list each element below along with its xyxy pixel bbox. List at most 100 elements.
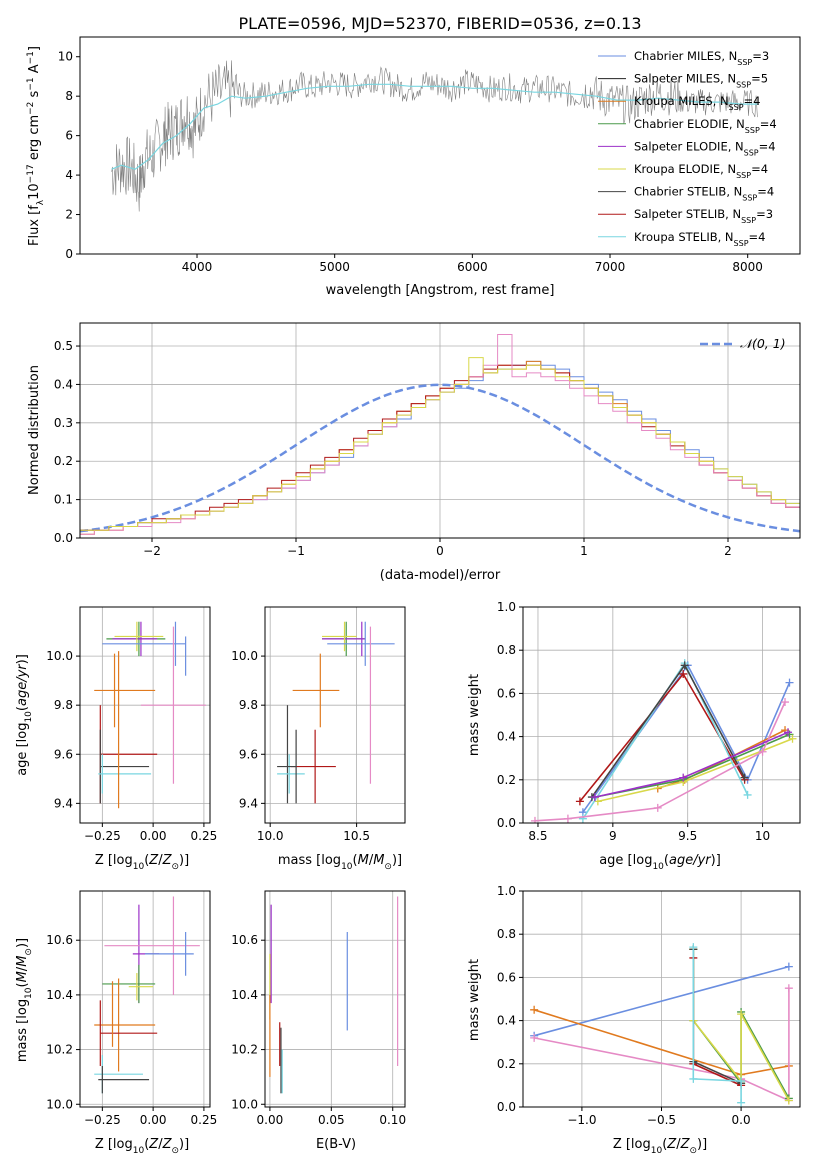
y-axis-label: Normed distribution bbox=[27, 365, 42, 495]
axes-frame bbox=[264, 890, 406, 1108]
plot-area bbox=[94, 896, 200, 1094]
y-tick-label: 0.8 bbox=[497, 927, 516, 941]
x-axis-label: (data-model)/error bbox=[380, 568, 501, 583]
x-tick-label: −2 bbox=[143, 544, 161, 558]
panel-weight-vs-age: 8.5 9 9.5 10 0.0 0.2 0.4 0.6 0.8 1.0 age [log10(ag… bbox=[467, 600, 801, 872]
y-tick-label: 10.0 bbox=[46, 1097, 73, 1111]
y-tick-label: 10.6 bbox=[231, 933, 258, 947]
x-tick-label: 0.00 bbox=[140, 829, 167, 843]
x-tick-label: 0.05 bbox=[318, 1113, 345, 1127]
plot-area bbox=[94, 621, 206, 809]
y-tick-label: 10.2 bbox=[231, 1043, 258, 1057]
panel-weight-vs-Z: −1.0 −0.5 0.0 0.0 0.2 0.4 0.6 0.8 1.0 Z [log10(Z/… bbox=[467, 884, 801, 1156]
weight-point bbox=[578, 814, 587, 823]
x-tick-label: 0.25 bbox=[191, 829, 218, 843]
weight-line-7 bbox=[692, 947, 742, 1103]
panel-residuals: −2 −1 0 1 2 0.0 0.1 0.2 0.3 0.4 0.5 (data-model)/er… bbox=[27, 322, 801, 583]
axes-frame bbox=[79, 890, 211, 1108]
panel-age-vs-mass: 10.0 10.5 9.4 9.6 9.8 10.0 mass [log10(M/M⊙)] bbox=[231, 606, 406, 872]
y-tick-label: 9.4 bbox=[54, 796, 73, 810]
x-tick-label: 9 bbox=[609, 829, 617, 843]
y-tick-label: 9.6 bbox=[239, 747, 258, 761]
x-tick-label: 10.5 bbox=[343, 829, 370, 843]
y-tick-label: 2 bbox=[65, 208, 73, 222]
y-tick-label: 0.2 bbox=[54, 454, 73, 468]
x-tick-label: 0.00 bbox=[140, 1113, 167, 1127]
panel-age-vs-Z: −0.25 0.00 0.25 9.4 9.6 9.8 10.0 Z [log10(Z/Z⊙)… bbox=[15, 606, 218, 872]
legend-entry: Kroupa STELIB, NSSP=4 bbox=[634, 230, 765, 248]
x-tick-label: 0.10 bbox=[379, 1113, 406, 1127]
y-tick-label: 4 bbox=[65, 168, 73, 182]
spectrum-legend: Chabrier MILES, NSSP=3 Salpeter MILES, NS… bbox=[598, 49, 777, 247]
y-tick-label: 10.4 bbox=[46, 988, 73, 1002]
y-tick-label: 0.5 bbox=[54, 339, 73, 353]
x-tick-label: 5000 bbox=[319, 260, 350, 274]
figure-title: PLATE=0596, MJD=52370, FIBERID=0536, z=0… bbox=[238, 14, 641, 33]
y-axis-label: age [log10(age/yr)] bbox=[15, 654, 34, 776]
y-tick-label: 0 bbox=[65, 247, 73, 261]
legend-entry: Chabrier ELODIE, NSSP=4 bbox=[634, 117, 777, 135]
y-tick-label: 10.0 bbox=[231, 649, 258, 663]
legend-entry: 𝒩(0, 1) bbox=[740, 336, 786, 351]
y-tick-label: 10.6 bbox=[46, 933, 73, 947]
weight-line-2 bbox=[533, 988, 790, 1102]
panel-mass-vs-Z: −0.25 0.00 0.25 10.0 10.2 10.4 10.6 Z [log10(Z/… bbox=[15, 890, 217, 1156]
y-tick-label: 10.0 bbox=[46, 649, 73, 663]
x-tick-label: 0.00 bbox=[257, 1113, 284, 1127]
histogram-series-5 bbox=[80, 357, 800, 531]
weight-point bbox=[680, 661, 689, 670]
plot-area bbox=[277, 621, 395, 804]
x-tick-label: 10.0 bbox=[257, 829, 284, 843]
x-axis-label: wavelength [Angstrom, rest frame] bbox=[326, 283, 555, 298]
x-axis-label: E(B-V) bbox=[316, 1137, 356, 1152]
y-tick-label: 8 bbox=[65, 89, 73, 103]
legend-entry: Chabrier MILES, NSSP=3 bbox=[634, 49, 769, 67]
x-tick-label: 1 bbox=[580, 544, 588, 558]
weight-point bbox=[740, 773, 749, 782]
weight-point bbox=[563, 814, 572, 823]
axes-frame bbox=[79, 36, 801, 255]
weight-point bbox=[784, 984, 793, 993]
axes-frame bbox=[264, 606, 406, 824]
y-tick-label: 0.2 bbox=[497, 773, 516, 787]
x-tick-label: 9.5 bbox=[678, 829, 697, 843]
y-axis-label: Flux [fλ10−17 erg cm−2 s−1 A−1] bbox=[26, 46, 46, 246]
legend-entry: Kroupa MILES, NSSP=4 bbox=[634, 94, 760, 112]
weight-point bbox=[781, 698, 790, 707]
y-tick-label: 0.2 bbox=[497, 1057, 516, 1071]
weight-line-0 bbox=[533, 965, 790, 1037]
y-tick-label: 0.0 bbox=[54, 531, 73, 545]
x-tick-label: 7000 bbox=[595, 260, 626, 274]
axes-frame bbox=[522, 606, 801, 824]
legend-entry: Salpeter ELODIE, NSSP=4 bbox=[634, 139, 776, 157]
x-axis-label: Z [log10(Z/Z⊙)] bbox=[613, 1137, 707, 1156]
y-tick-label: 9.8 bbox=[239, 698, 258, 712]
x-axis-label: Z [log10(Z/Z⊙)] bbox=[95, 1137, 189, 1156]
spectrum-data-line bbox=[111, 60, 758, 212]
weight-point bbox=[590, 793, 599, 802]
legend-entry: Chabrier STELIB, NSSP=4 bbox=[634, 185, 774, 203]
y-axis-label: mass weight bbox=[467, 959, 482, 1041]
y-tick-label: 0.4 bbox=[497, 1014, 516, 1028]
weight-point bbox=[737, 1077, 746, 1086]
y-tick-label: 9.6 bbox=[54, 747, 73, 761]
y-tick-label: 0.6 bbox=[497, 686, 516, 700]
spectrum-model-line bbox=[111, 83, 759, 170]
y-tick-label: 10.2 bbox=[46, 1043, 73, 1057]
x-axis-label: age [log10(age/yr)] bbox=[599, 853, 721, 872]
x-tick-label: −0.5 bbox=[647, 1113, 676, 1127]
y-tick-label: 1.0 bbox=[497, 600, 516, 614]
weight-point bbox=[653, 803, 662, 812]
weight-line-7 bbox=[534, 701, 786, 822]
plot-area bbox=[269, 896, 399, 1094]
x-tick-label: 6000 bbox=[457, 260, 488, 274]
x-tick-label: 0.0 bbox=[732, 1113, 751, 1127]
axes-frame bbox=[79, 606, 211, 824]
x-tick-label: 0 bbox=[436, 544, 444, 558]
x-tick-label: 8.5 bbox=[528, 829, 547, 843]
y-tick-label: 0.0 bbox=[497, 1100, 516, 1114]
panel-mass-vs-ebv: 0.00 0.05 0.10 10.0 10.2 10.4 10.6 E(B-V) bbox=[231, 890, 406, 1152]
panel-spectrum: 4000 5000 6000 7000 8000 0 2 4 6 8 10 wavelength [A… bbox=[26, 36, 801, 298]
weight-point bbox=[593, 797, 602, 806]
weight-point bbox=[530, 1005, 539, 1014]
